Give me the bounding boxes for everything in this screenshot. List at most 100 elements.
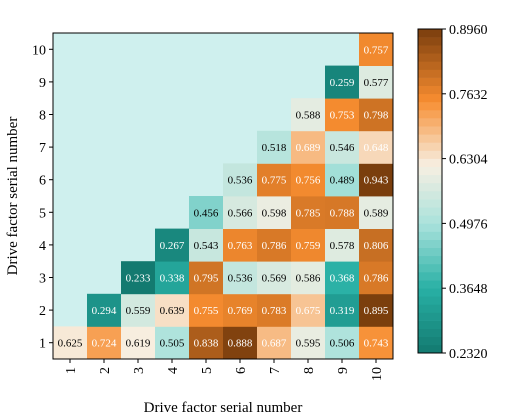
colorbar-band bbox=[418, 45, 442, 54]
heatmap-cell bbox=[291, 228, 326, 262]
y-axis-title: Drive factor serial number bbox=[5, 117, 21, 276]
heatmap-cell bbox=[257, 293, 292, 327]
colorbar-band bbox=[418, 191, 442, 200]
colorbar-tick-label: 0.8960 bbox=[449, 23, 488, 38]
cell-value-label: 0.756 bbox=[296, 175, 321, 187]
heatmap-cell bbox=[189, 293, 224, 327]
heatmap-cell bbox=[257, 130, 292, 164]
x-axis: 1 2 3 4 5 6 7 8 9 10 bbox=[64, 359, 385, 381]
heatmap-cell bbox=[53, 326, 88, 360]
x-tick-label: 8 bbox=[302, 367, 317, 374]
colorbar-band bbox=[418, 61, 442, 70]
heatmap-cell bbox=[121, 261, 156, 295]
heatmap-cell bbox=[359, 98, 394, 132]
cell-value-label: 0.559 bbox=[126, 305, 151, 317]
colorbar-band bbox=[418, 223, 442, 232]
cell-value-label: 0.586 bbox=[296, 273, 321, 285]
cell-value-label: 0.546 bbox=[330, 142, 355, 154]
y-tick-label: 2 bbox=[39, 304, 46, 319]
heatmap-cell-labels: 0.625 0.724 0.619 0.505 0.838 0.888 0.687 0.595… bbox=[58, 44, 389, 349]
heatmap-cell bbox=[257, 261, 292, 295]
heatmap-cell bbox=[291, 130, 326, 164]
cell-value-label: 0.294 bbox=[92, 305, 117, 317]
heatmap-cell bbox=[359, 261, 394, 295]
colorbar-band bbox=[418, 296, 442, 305]
heatmap-cell bbox=[325, 326, 360, 360]
colorbar-band bbox=[418, 118, 442, 127]
heatmap-cell bbox=[87, 293, 122, 327]
cell-value-label: 0.757 bbox=[364, 44, 389, 56]
colorbar-band bbox=[418, 53, 442, 62]
cell-value-label: 0.588 bbox=[296, 110, 321, 122]
cell-value-label: 0.775 bbox=[262, 175, 287, 187]
cell-value-label: 0.577 bbox=[364, 77, 389, 89]
heatmap-cell bbox=[189, 196, 224, 229]
colorbar-tick-label: 0.4976 bbox=[449, 217, 488, 232]
colorbar bbox=[417, 28, 443, 354]
colorbar-band bbox=[418, 312, 442, 321]
colorbar-band bbox=[418, 29, 442, 38]
cell-value-label: 0.648 bbox=[364, 142, 389, 154]
cell-value-label: 0.338 bbox=[160, 273, 185, 285]
cell-value-label: 0.456 bbox=[194, 207, 219, 219]
colorbar-band bbox=[418, 134, 442, 143]
heatmap-cell bbox=[325, 130, 360, 164]
cell-value-label: 0.785 bbox=[296, 207, 321, 219]
cell-value-label: 0.786 bbox=[262, 240, 287, 252]
colorbar-band bbox=[418, 77, 442, 86]
cell-value-label: 0.786 bbox=[364, 273, 389, 285]
heatmap-cell bbox=[359, 293, 394, 327]
heatmap-cell bbox=[325, 293, 360, 327]
colorbar-band bbox=[418, 239, 442, 248]
colorbar-band bbox=[418, 288, 442, 297]
x-tick-label: 7 bbox=[268, 367, 283, 374]
heatmap-cell bbox=[291, 163, 326, 197]
colorbar-band bbox=[418, 280, 442, 289]
colorbar-band bbox=[418, 215, 442, 224]
heatmap-cell bbox=[121, 326, 156, 360]
plot-frame bbox=[52, 32, 394, 360]
colorbar-band bbox=[418, 320, 442, 329]
colorbar-band bbox=[418, 150, 442, 159]
colorbar-band bbox=[418, 101, 442, 111]
colorbar-band bbox=[418, 272, 442, 281]
x-tick-label: 2 bbox=[98, 367, 113, 374]
heatmap-cell bbox=[325, 163, 360, 197]
cell-value-label: 0.755 bbox=[194, 305, 219, 317]
cell-value-label: 0.619 bbox=[126, 338, 151, 350]
cell-value-label: 0.888 bbox=[228, 338, 253, 350]
cell-value-label: 0.536 bbox=[228, 175, 253, 187]
colorbar-band bbox=[418, 255, 442, 265]
cell-value-label: 0.319 bbox=[330, 305, 355, 317]
colorbar-band bbox=[418, 231, 442, 240]
cell-value-label: 0.589 bbox=[364, 207, 389, 219]
heatmap-cell bbox=[359, 163, 394, 197]
colorbar-band bbox=[418, 126, 442, 135]
colorbar-band bbox=[418, 247, 442, 257]
y-tick-label: 1 bbox=[39, 337, 46, 352]
cell-value-label: 0.566 bbox=[228, 207, 253, 219]
heatmap-cell bbox=[223, 163, 258, 197]
cell-value-label: 0.783 bbox=[262, 305, 287, 317]
x-tick-label: 1 bbox=[64, 367, 79, 374]
cell-value-label: 0.943 bbox=[364, 175, 389, 187]
heatmap-cell bbox=[257, 228, 292, 262]
heatmap-cell bbox=[291, 196, 326, 229]
heatmap-cell bbox=[325, 98, 360, 132]
cell-value-label: 0.769 bbox=[228, 305, 253, 317]
cell-value-label: 0.489 bbox=[330, 175, 355, 187]
colorbar-band bbox=[418, 328, 442, 338]
cell-value-label: 0.267 bbox=[160, 240, 185, 252]
heatmap-cell bbox=[155, 293, 190, 327]
y-tick-label: 3 bbox=[39, 272, 46, 287]
heatmap-cell bbox=[189, 228, 224, 262]
cell-value-label: 0.798 bbox=[364, 110, 389, 122]
cell-value-label: 0.639 bbox=[160, 305, 185, 317]
y-axis: 1 2 3 4 5 6 7 8 9 10 bbox=[32, 43, 53, 352]
colorbar-ticks: 0.2320 0.3648 0.4976 0.6304 0.7632 0.8960 bbox=[442, 23, 488, 362]
heatmap-cell bbox=[359, 33, 394, 66]
heatmap-cell bbox=[223, 326, 258, 360]
y-tick-label: 6 bbox=[39, 174, 46, 189]
colorbar-band bbox=[418, 182, 442, 192]
cell-value-label: 0.687 bbox=[262, 338, 287, 350]
